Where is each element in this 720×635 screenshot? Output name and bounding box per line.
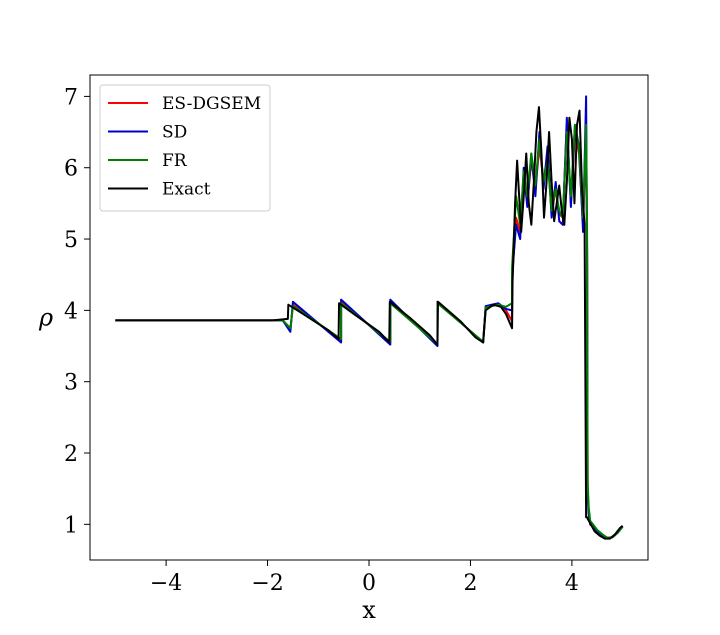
y-tick-label: 7	[64, 85, 78, 110]
y-tick-label: 4	[64, 299, 78, 324]
x-tick-label: 0	[362, 571, 376, 596]
legend-label: FR	[162, 151, 188, 171]
y-tick-label: 3	[64, 371, 78, 396]
x-tick-label: −2	[251, 571, 283, 596]
y-tick-label: 6	[64, 157, 78, 182]
y-axis-title: ρ	[38, 304, 53, 332]
x-axis-title: x	[362, 596, 376, 624]
y-tick-label: 2	[64, 442, 78, 467]
x-tick-label: 2	[463, 571, 477, 596]
x-axis-ticks: −4 −2 0 2 4	[150, 560, 579, 596]
legend-label: Exact	[162, 180, 211, 200]
y-tick-label: 1	[64, 513, 78, 538]
y-axis-ticks: 1 2 3 4 5 6 7	[64, 85, 90, 538]
x-tick-label: −4	[150, 571, 182, 596]
series-line-exact	[115, 106, 624, 540]
legend: ES-DGSEM SD FR Exact	[99, 84, 271, 212]
series-layer	[115, 95, 624, 540]
series-line-fr	[115, 123, 624, 539]
legend-box	[99, 84, 271, 212]
x-tick-label: 4	[565, 571, 579, 596]
y-tick-label: 5	[64, 228, 78, 253]
legend-label: ES-DGSEM	[162, 94, 261, 114]
legend-label: SD	[162, 123, 187, 143]
